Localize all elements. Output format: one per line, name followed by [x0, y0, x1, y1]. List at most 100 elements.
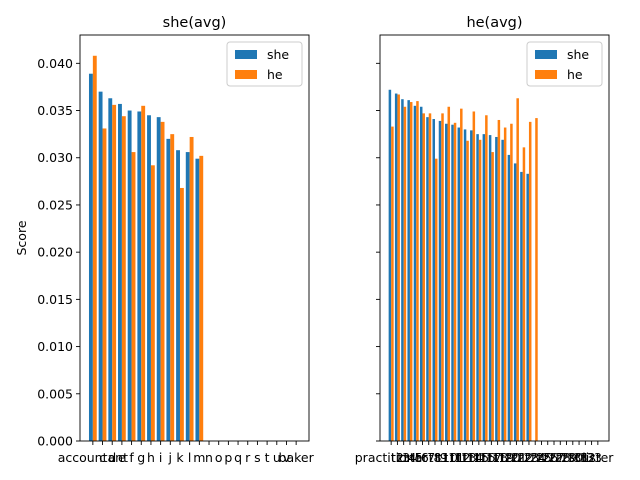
bar-she-t17 — [488, 135, 492, 441]
bar-she-accountant — [88, 73, 93, 442]
x-tick-label: u — [273, 450, 281, 465]
bar-he-f — [131, 152, 136, 441]
x-tick-label: t30 — [562, 450, 583, 465]
bar-she-f — [127, 110, 132, 441]
legend: she he — [226, 41, 303, 87]
x-tick-label: t11 — [443, 450, 464, 465]
x-tick-label: t33 — [581, 450, 602, 465]
bar-he-t5 — [416, 101, 419, 441]
bar-he-t6 — [422, 113, 425, 442]
x-tick-label: t13 — [456, 450, 477, 465]
bar-she-k — [176, 150, 180, 441]
x-tick-label: t14 — [462, 450, 483, 465]
bar-she-t2 — [394, 93, 398, 441]
x-tick-label: t2 — [391, 450, 404, 465]
bar-he-t16 — [485, 115, 488, 441]
x-tick-label: j — [168, 450, 172, 465]
axes-frame — [379, 34, 610, 442]
x-tick-label: t6 — [416, 450, 429, 465]
bar-she-t3 — [401, 99, 404, 441]
bar-he-t10 — [447, 106, 451, 441]
y-tick-label: 0.015 — [37, 292, 73, 307]
x-tick-label: t27 — [544, 450, 565, 465]
x-tick-label: e — [118, 450, 126, 465]
bar-he-t12 — [460, 108, 463, 442]
bar-she-i — [156, 117, 161, 441]
x-tick-label: t15 — [468, 450, 489, 465]
bar-she-h — [147, 115, 151, 441]
x-tick-label: q — [234, 450, 242, 465]
bar-she-practitioner — [388, 89, 392, 441]
bar-he-i — [160, 121, 165, 442]
bar-she-g — [137, 111, 142, 441]
x-tick-label: f — [129, 450, 134, 465]
y-tick-label: 0.010 — [37, 339, 73, 354]
x-tick-label: t10 — [437, 450, 458, 465]
x-tick-label: t8 — [429, 450, 442, 465]
x-tick-label: p — [224, 450, 232, 465]
bar-she-t5 — [413, 105, 417, 441]
chart-title: she(avg) — [163, 15, 227, 31]
bar-he-t13 — [466, 140, 469, 441]
bar-he-e — [121, 116, 126, 441]
bar-he-t11 — [453, 122, 457, 441]
bar-he-g — [141, 105, 146, 441]
bar-he-t17 — [491, 152, 494, 441]
bar-he-h — [150, 165, 155, 442]
bar-he-practitioner — [391, 126, 394, 441]
bar-he-t19 — [503, 127, 507, 441]
bar-she-t22 — [520, 171, 523, 441]
bar-she-t4 — [407, 100, 410, 442]
bar-she-t16 — [482, 134, 486, 441]
x-tick-label: t26 — [537, 450, 558, 465]
x-tick-label: l — [188, 450, 191, 465]
bar-he-t2 — [397, 94, 400, 441]
bar-he-t24 — [535, 118, 538, 441]
x-tick-label: t12 — [450, 450, 471, 465]
x-tick-label: s — [254, 450, 261, 465]
x-tick-label: t5 — [410, 450, 423, 465]
bar-she-t7 — [426, 117, 429, 441]
legend-box — [526, 41, 603, 87]
chart-title: he(avg) — [466, 15, 522, 31]
x-tick-label: t17 — [481, 450, 502, 465]
bar-she-l — [185, 152, 190, 441]
x-tick-label: o — [215, 450, 223, 465]
legend-label-she: she — [267, 47, 289, 62]
bar-she-c — [98, 91, 103, 442]
legend-label-he: he — [567, 67, 583, 82]
legend-label-he: he — [267, 67, 283, 82]
x-tick-label: r — [245, 450, 251, 465]
x-tick-label: practitioner — [355, 450, 429, 465]
bar-she-t8 — [432, 119, 435, 441]
bar-he-d — [112, 104, 117, 442]
x-tick-label: k — [176, 450, 184, 465]
x-tick-label: n — [205, 450, 213, 465]
x-tick-label: t32 — [575, 450, 596, 465]
bar-she-e — [118, 103, 122, 442]
bar-he-l — [189, 136, 194, 441]
bar-he-c — [102, 128, 107, 441]
x-tick-label: i — [159, 450, 162, 465]
legend-swatch-he — [235, 70, 257, 79]
y-tick-label: 0.005 — [37, 386, 73, 401]
bar-he-t22 — [522, 147, 526, 442]
chart-panel-he-avg: he(avg)practitionert2t3t4t5t6t7t8t9t10t1… — [355, 15, 615, 465]
y-axis-label: Score — [14, 220, 29, 255]
bar-she-j — [166, 138, 171, 442]
axes-frame — [79, 34, 310, 442]
bar-she-m — [195, 158, 200, 441]
bar-she-t12 — [457, 127, 461, 441]
bar-he-t18 — [497, 119, 501, 441]
x-tick-label: t21 — [506, 450, 527, 465]
legend-swatch-she — [535, 50, 557, 59]
bar-he-accountant — [92, 55, 97, 442]
bar-she-t13 — [463, 129, 467, 442]
legend-swatch-she — [235, 50, 257, 59]
x-tick-label: t20 — [500, 450, 521, 465]
bar-he-t7 — [428, 113, 432, 442]
bar-she-t9 — [438, 120, 442, 442]
bar-he-t14 — [472, 111, 476, 441]
x-tick-label: t — [265, 450, 270, 465]
